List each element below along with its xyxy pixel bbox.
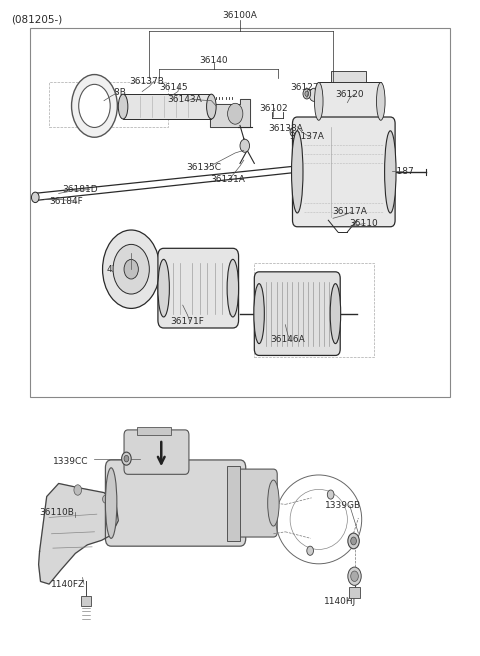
Polygon shape [210,99,250,127]
Ellipse shape [348,567,361,585]
Text: 36146A: 36146A [270,335,305,344]
Ellipse shape [228,103,243,124]
Ellipse shape [206,94,216,119]
Ellipse shape [351,571,359,581]
Bar [30,28,450,397]
Ellipse shape [307,546,313,556]
Ellipse shape [32,192,39,203]
Bar [254,262,373,358]
Text: 36181D: 36181D [62,185,98,194]
Bar [49,83,168,127]
Ellipse shape [290,127,297,136]
Text: 36120: 36120 [336,90,364,98]
Ellipse shape [72,75,117,137]
Text: 36184F: 36184F [49,197,83,206]
Ellipse shape [327,490,334,499]
FancyBboxPatch shape [231,469,277,537]
Ellipse shape [103,495,108,503]
Ellipse shape [268,480,279,526]
Bar [227,466,240,541]
Text: 36171F: 36171F [170,317,204,326]
FancyBboxPatch shape [124,430,189,474]
Ellipse shape [384,131,396,213]
Ellipse shape [309,89,319,101]
Bar [331,71,366,83]
Text: 36140: 36140 [200,56,228,65]
Text: 1339GB: 1339GB [324,501,360,510]
Ellipse shape [254,283,264,344]
Text: 36110B: 36110B [39,508,74,517]
Bar [81,596,91,606]
Text: 36110: 36110 [350,219,378,228]
Text: 36168B: 36168B [91,89,126,97]
Ellipse shape [118,94,128,119]
Text: 36137A: 36137A [289,132,324,141]
FancyBboxPatch shape [106,460,246,546]
Text: 36102: 36102 [259,104,288,113]
Bar [123,94,211,119]
Ellipse shape [292,130,295,134]
Polygon shape [38,483,118,584]
Ellipse shape [74,485,82,495]
Ellipse shape [376,83,385,120]
Text: 36117A: 36117A [332,207,367,216]
Ellipse shape [348,533,360,549]
Ellipse shape [106,468,117,539]
Text: 36138A: 36138A [268,123,303,133]
Text: 1140HJ: 1140HJ [324,596,356,605]
Text: 36135C: 36135C [187,163,222,173]
Text: 1140FZ: 1140FZ [51,579,85,588]
Bar [137,427,171,435]
Ellipse shape [305,91,309,96]
Ellipse shape [303,89,311,99]
Text: 36127: 36127 [290,83,319,92]
Text: 36137B: 36137B [130,77,164,85]
Text: 36187: 36187 [385,167,414,176]
Text: (081205-): (081205-) [11,14,62,24]
Text: 36143A: 36143A [168,95,203,104]
Ellipse shape [351,537,357,545]
Ellipse shape [227,259,239,317]
Text: 1339CC: 1339CC [53,457,88,466]
Ellipse shape [330,283,341,344]
Ellipse shape [240,139,250,152]
Bar [349,586,360,598]
FancyBboxPatch shape [292,117,395,227]
Ellipse shape [103,230,160,308]
FancyBboxPatch shape [158,249,239,328]
Text: 36131A: 36131A [211,174,245,184]
Ellipse shape [291,131,303,213]
Text: 43160F: 43160F [106,265,140,274]
Ellipse shape [79,85,110,127]
Ellipse shape [158,259,169,317]
Ellipse shape [124,259,138,279]
Text: 36145: 36145 [159,83,188,92]
Ellipse shape [124,455,129,462]
Ellipse shape [314,83,323,120]
Ellipse shape [113,245,149,294]
Ellipse shape [121,452,131,465]
Bar [319,83,381,120]
FancyBboxPatch shape [254,272,340,356]
Text: 36100A: 36100A [223,11,257,20]
